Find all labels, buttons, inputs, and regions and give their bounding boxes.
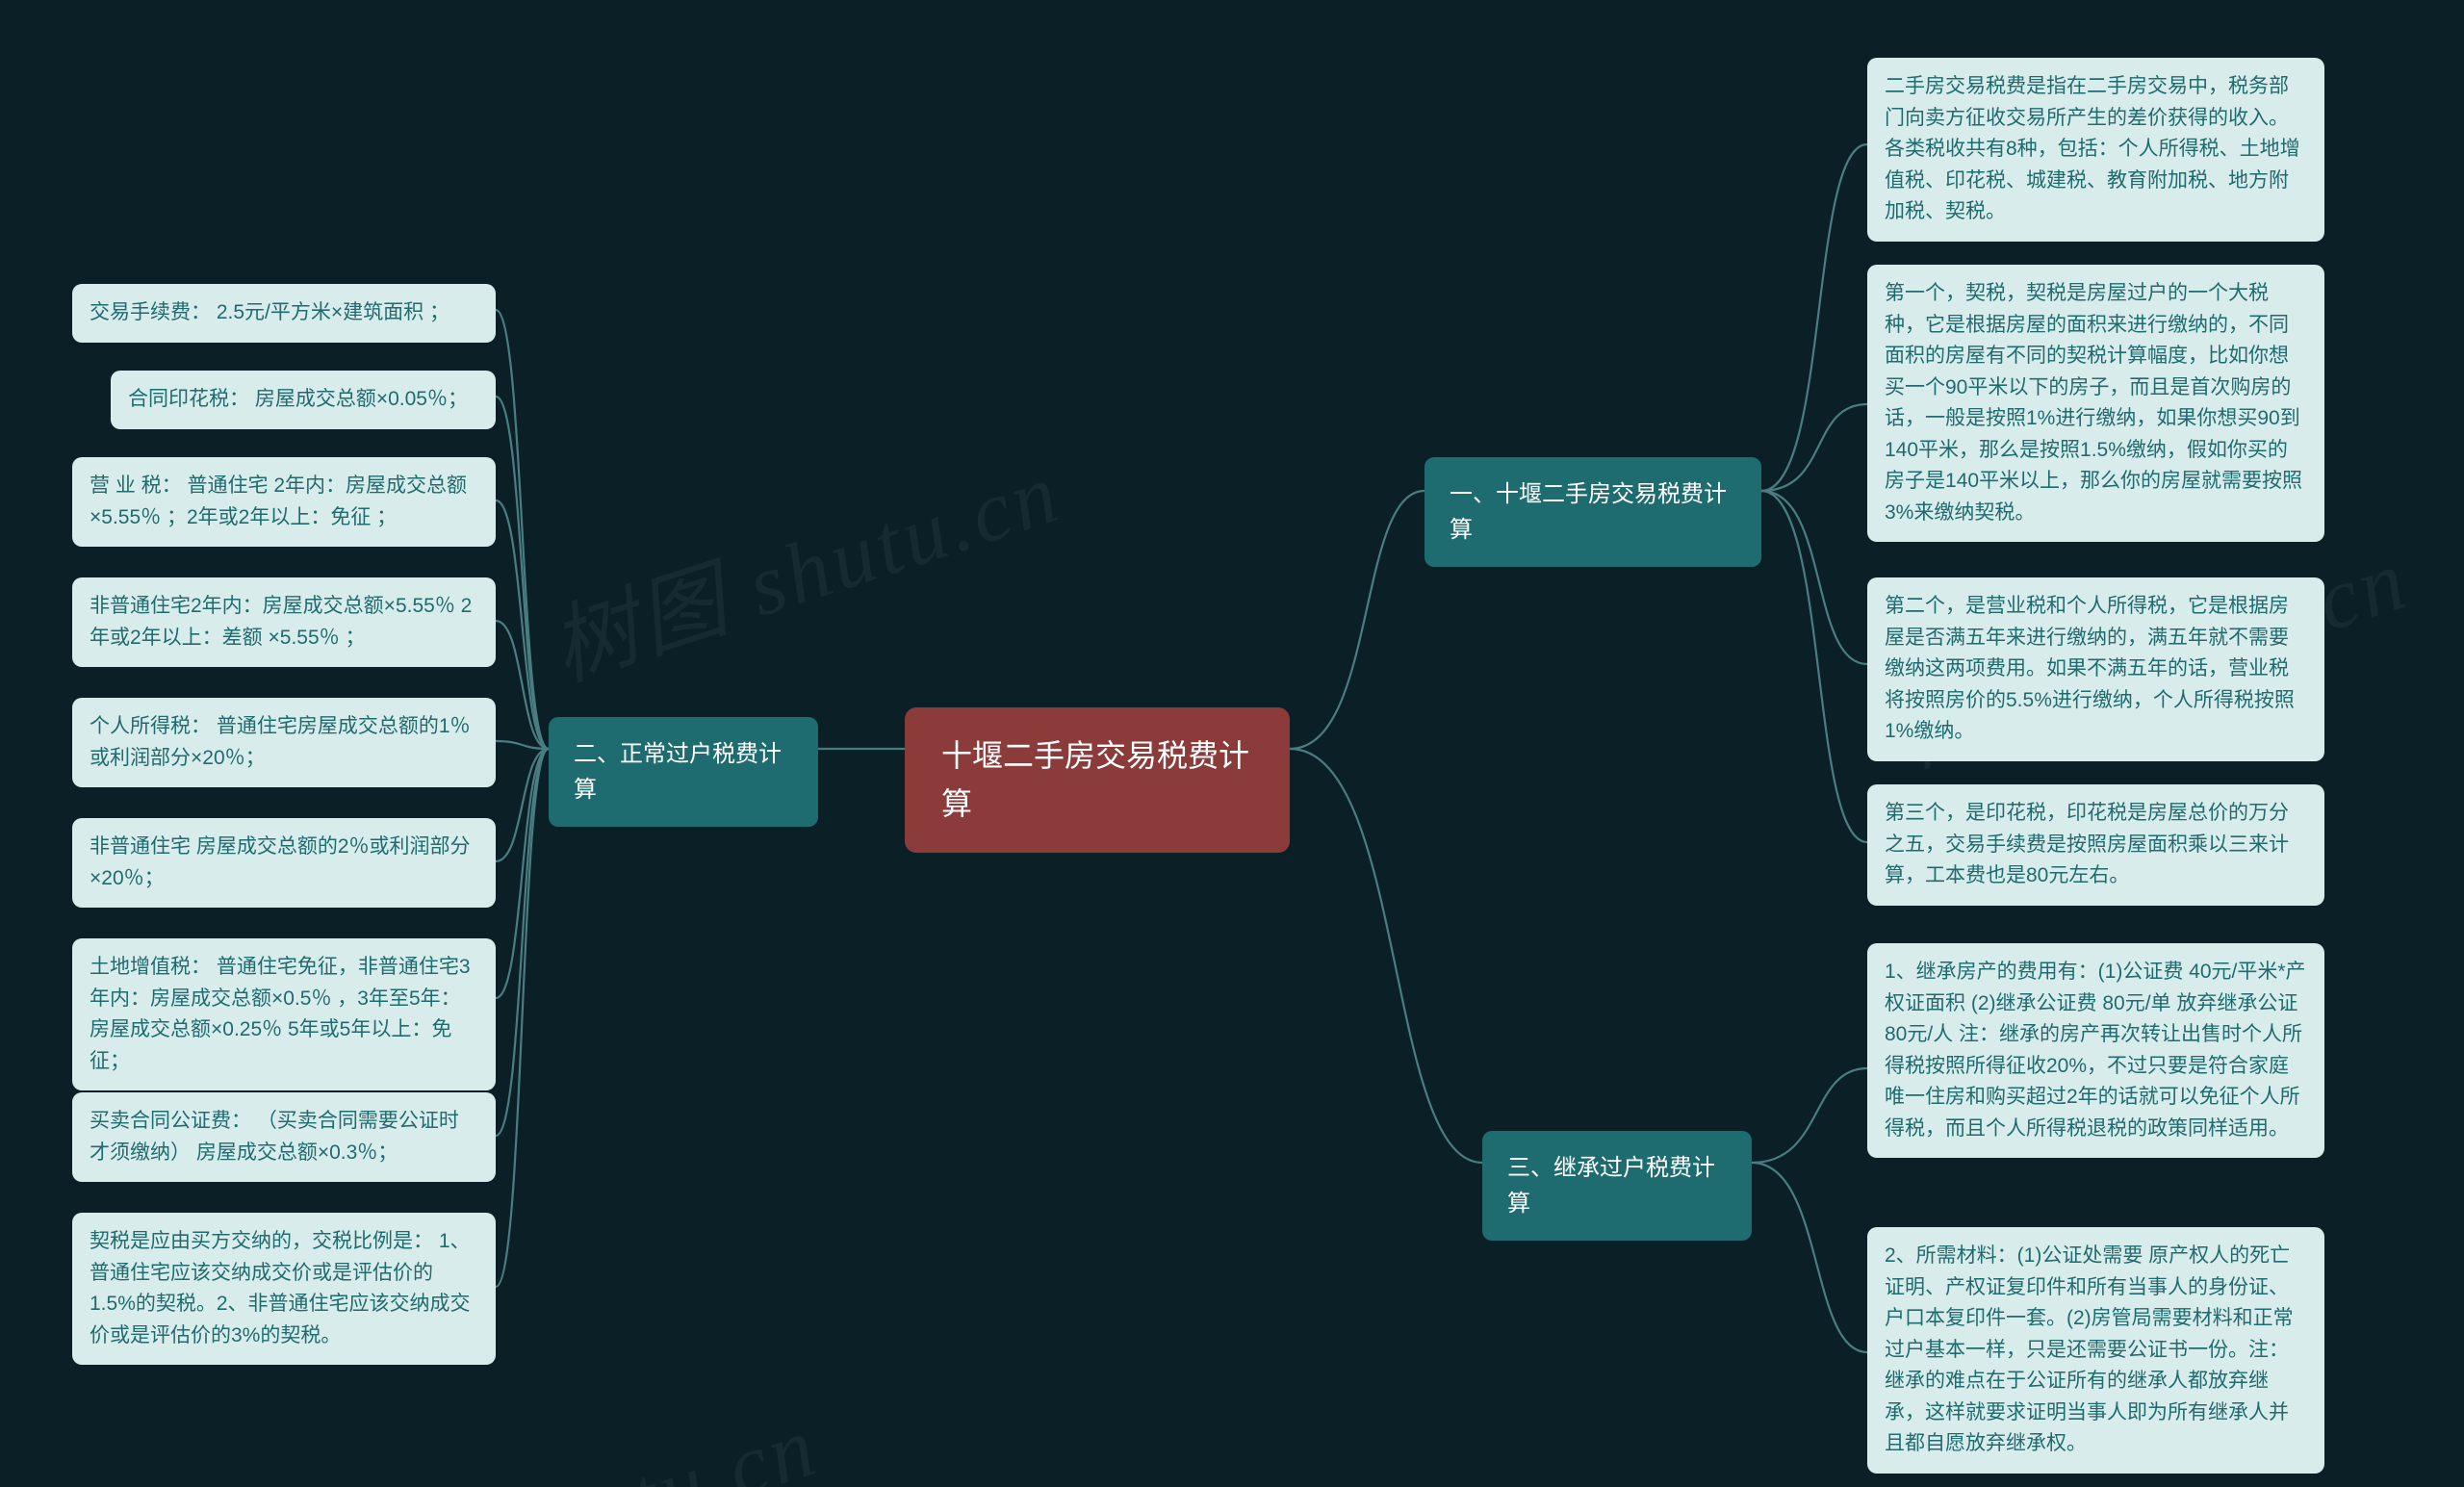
watermark: 树图 shutu.cn bbox=[532, 422, 1073, 704]
leaf-node[interactable]: 交易手续费： 2.5元/平方米×建筑面积 ； bbox=[72, 284, 496, 343]
leaf-node[interactable]: 非普通住宅2年内：房屋成交总额×5.55％ 2年或2年以上：差额 ×5.55％ … bbox=[72, 577, 496, 667]
root-node[interactable]: 十堰二手房交易税费计算 bbox=[905, 707, 1290, 853]
branch-node-3[interactable]: 三、继承过户税费计算 bbox=[1482, 1131, 1752, 1241]
leaf-node[interactable]: 第三个，是印花税，印花税是房屋总价的万分之五，交易手续费是按照房屋面积乘以三来计… bbox=[1867, 784, 2324, 906]
leaf-node[interactable]: 买卖合同公证费： （买卖合同需要公证时才须缴纳） 房屋成交总额×0.3％； bbox=[72, 1092, 496, 1182]
leaf-node[interactable]: 合同印花税： 房屋成交总额×0.05％； bbox=[111, 371, 496, 429]
leaf-node[interactable]: 契税是应由买方交纳的，交税比例是： 1、普通住宅应该交纳成交价或是评估价的1.5… bbox=[72, 1213, 496, 1365]
watermark: shutu.cn bbox=[493, 1397, 830, 1487]
leaf-node[interactable]: 营 业 税： 普通住宅 2年内：房屋成交总额×5.55％ ；2年或2年以上：免征… bbox=[72, 457, 496, 547]
leaf-node[interactable]: 2、所需材料：(1)公证处需要 原产权人的死亡证明、产权证复印件和所有当事人的身… bbox=[1867, 1227, 2324, 1474]
leaf-node[interactable]: 二手房交易税费是指在二手房交易中，税务部门向卖方征收交易所产生的差价获得的收入。… bbox=[1867, 58, 2324, 242]
mindmap-canvas: 树图 shutu.cn 树图 shutu.cn shutu.cn 十堰二手房交易… bbox=[0, 0, 2464, 1487]
leaf-node[interactable]: 第一个，契税，契税是房屋过户的一个大税种，它是根据房屋的面积来进行缴纳的，不同面… bbox=[1867, 265, 2324, 542]
branch-node-2[interactable]: 二、正常过户税费计算 bbox=[549, 717, 818, 827]
leaf-node[interactable]: 非普通住宅 房屋成交总额的2％或利润部分×20％； bbox=[72, 818, 496, 908]
leaf-node[interactable]: 第二个，是营业税和个人所得税，它是根据房屋是否满五年来进行缴纳的，满五年就不需要… bbox=[1867, 577, 2324, 761]
leaf-node[interactable]: 1、继承房产的费用有：(1)公证费 40元/平米*产权证面积 (2)继承公证费 … bbox=[1867, 943, 2324, 1158]
leaf-node[interactable]: 土地增值税： 普通住宅免征，非普通住宅3年内：房屋成交总额×0.5％ ，3年至5… bbox=[72, 938, 496, 1090]
branch-node-1[interactable]: 一、十堰二手房交易税费计算 bbox=[1424, 457, 1761, 567]
leaf-node[interactable]: 个人所得税： 普通住宅房屋成交总额的1％或利润部分×20％； bbox=[72, 698, 496, 787]
